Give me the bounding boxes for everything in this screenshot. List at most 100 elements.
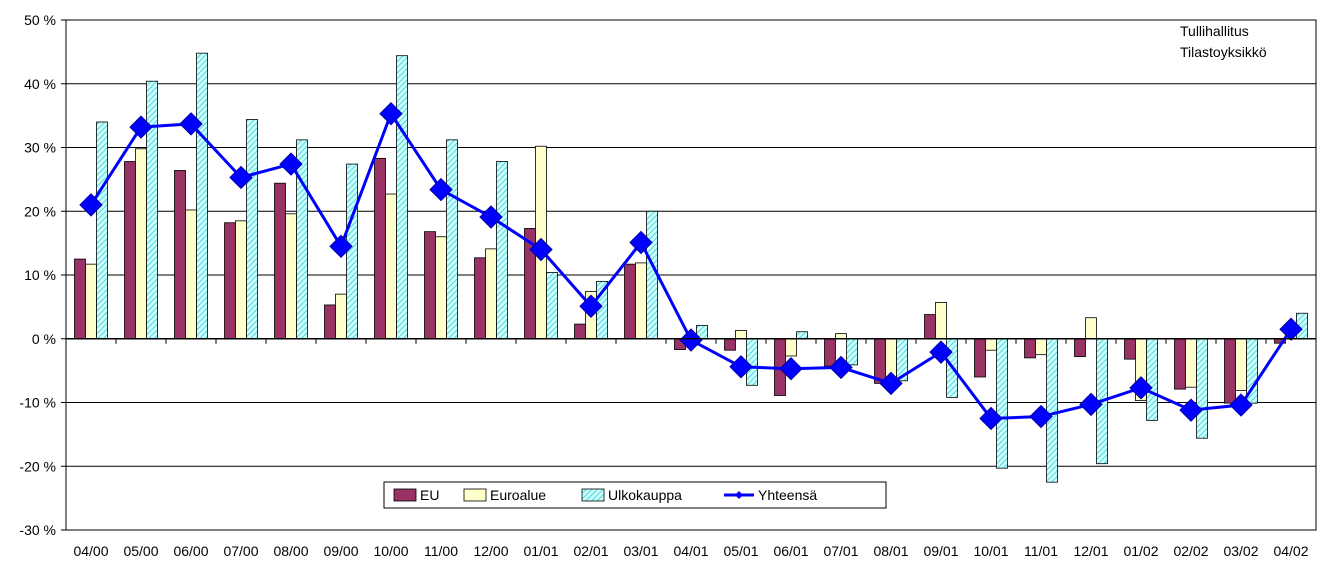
bar-ulkokauppa [346,163,358,340]
bar-ulkokauppa [96,121,108,340]
x-tick-label: 12/00 [473,543,508,559]
x-tick-label: 11/01 [1024,543,1058,559]
bar-eu [374,157,386,340]
yhteensa-marker [929,340,953,364]
bar-eu [1174,338,1186,390]
legend-label: Ulkokauppa [608,487,682,503]
y-tick-label: -20 % [19,458,56,474]
x-tick-label: 04/00 [73,543,108,559]
x-tick-label: 05/01 [723,543,758,559]
plot-border [65,19,1317,531]
x-tick-label: 10/01 [973,543,1008,559]
bar-euroalue [285,213,297,340]
bar-eu [874,338,886,384]
y-tick-label: 10 % [24,267,56,283]
yhteensa-marker [729,355,753,379]
bar-eu [924,314,936,340]
x-tick-label: 02/01 [573,543,608,559]
yhteensa-marker [429,177,453,202]
bar-eu [1224,338,1236,404]
yhteensa-marker [529,237,553,262]
bar-euroalue [735,330,747,340]
legend-label: Yhteensä [758,487,817,503]
yhteensa-marker [129,115,153,139]
y-tick-label: -10 % [19,395,56,411]
x-tick-label: 09/01 [923,543,958,559]
x-tick-label: 07/01 [823,543,858,559]
x-tick-label: 02/02 [1173,543,1208,559]
x-tick-label: 08/00 [273,543,308,559]
y-tick-label: 40 % [24,76,56,92]
x-tick-label: 03/02 [1223,543,1258,559]
source-note-line-1: Tullihallitus [1180,23,1249,39]
bar-euroalue [235,220,247,340]
bar-ulkokauppa [796,331,808,340]
y-axis-tick-labels: -30 % -20 % -10 % 0 % 10 % 20 % 30 % 40 % 50 % [19,12,56,538]
y-tick-label: -30 % [19,522,56,538]
x-tick-label: 05/00 [123,543,158,559]
bar-euroalue [185,209,197,340]
bar-ulkokauppa [146,80,158,340]
bar-euroalue [435,236,447,340]
bar-ulkokauppa [646,210,658,340]
bar-ulkokauppa [446,139,458,340]
line-series [79,102,1303,431]
x-tick-label: 11/00 [424,543,458,559]
x-tick-label: 06/00 [173,543,208,559]
bar-eu [274,182,286,340]
bar-ulkokauppa [196,52,208,340]
legend-label: EU [420,487,439,503]
bar-euroalue [985,338,997,351]
bar-eu [424,231,436,340]
x-tick-label: 03/01 [623,543,658,559]
bar-euroalue [135,148,147,340]
bar-euroalue [635,262,647,340]
yhteensa-marker [179,112,203,136]
bar-ulkokauppa [1046,338,1058,483]
bar-ulkokauppa [296,139,308,340]
bar-euroalue [485,248,497,340]
yhteensa-marker [629,230,653,255]
legend-marker-yhteensa [735,491,743,499]
bar-euroalue [1185,338,1197,388]
bar-ulkokauppa [396,55,408,340]
bar-eu [124,161,136,340]
bar-ulkokauppa [1146,338,1158,421]
yhteensa-marker [679,328,703,352]
bar-ulkokauppa [996,338,1008,469]
bar-ulkokauppa [746,338,758,386]
yhteensa-marker [779,357,803,381]
y-tick-label: 50 % [24,12,56,28]
bar-eu [824,338,836,367]
yhteensa-marker [379,102,403,126]
x-tick-label: 01/01 [523,543,558,559]
yhteensa-marker [829,355,853,380]
yhteensa-marker [329,234,353,259]
bar-euroalue [835,333,847,340]
x-tick-label: 01/02 [1123,543,1158,559]
bar-eu [974,338,986,378]
y-tick-label: 0 % [32,331,56,347]
bar-eu [1024,338,1036,359]
x-tick-label: 04/02 [1273,543,1308,559]
bar-eu [174,170,186,340]
yhteensa-marker [1279,317,1303,341]
bar-euroalue [1235,338,1247,391]
bar-eu [224,222,236,340]
source-note-line-2: Tilastoyksikkö [1180,44,1267,60]
bar-euroalue [935,302,947,340]
legend-swatch-euroalue [463,488,487,502]
bar-ulkokauppa [496,161,508,340]
bar-eu [724,338,736,351]
y-tick-label: 20 % [24,203,56,219]
legend-swatch-eu [393,488,417,502]
x-tick-label: 10/00 [373,543,408,559]
bar-eu [474,257,486,340]
yhteensa-marker [1129,376,1153,400]
x-tick-label: 09/00 [323,543,358,559]
bar-ulkokauppa [546,272,558,340]
source-note: Tullihallitus Tilastoyksikkö [1180,23,1267,60]
yhteensa-marker [479,205,503,229]
yhteensa-marker [1229,393,1253,417]
